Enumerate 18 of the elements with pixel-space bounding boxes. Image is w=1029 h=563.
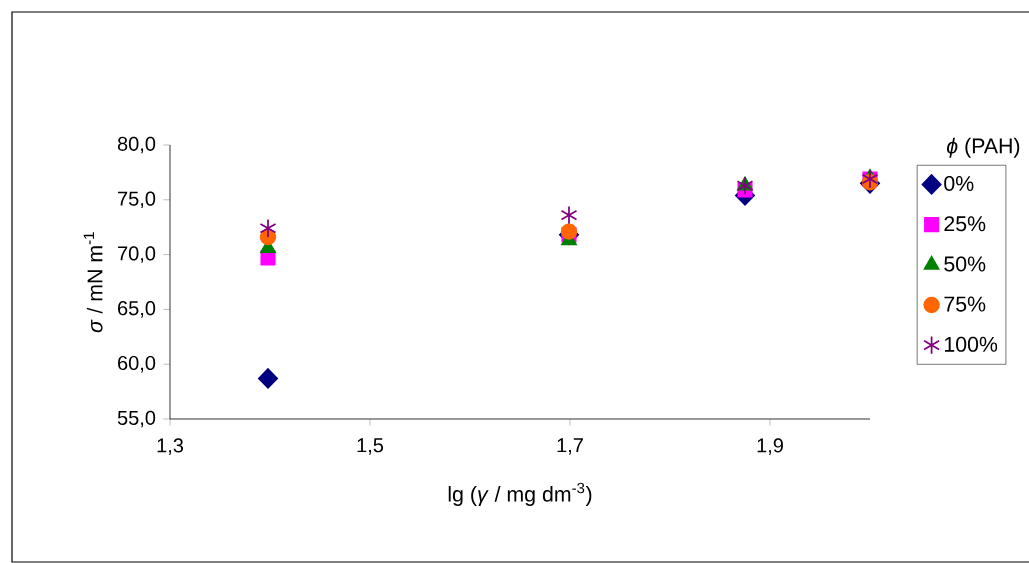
x-tick-label: 1,5: [357, 438, 384, 455]
legend-label: 100%: [945, 336, 998, 352]
y-axis-title: σ / mN m$^{-1}$: [83, 232, 103, 333]
x-tick-label: 1,3: [157, 438, 184, 455]
x-axis-title: lg (γ / mg dm$^{-3}$): [448, 482, 592, 506]
legend-title: ϕ (PAH): [946, 137, 1020, 158]
y-tick-label: 80,0: [117, 136, 156, 154]
x-tick-label: 1,7: [557, 438, 583, 455]
x-tick-label: 1,9: [757, 438, 783, 455]
legend-label: 75%: [944, 296, 986, 312]
legend-label: 0%: [944, 175, 974, 192]
y-tick-label: 60,0: [118, 355, 156, 373]
y-tick-label: 55,0: [117, 410, 156, 428]
y-tick-label: 65,0: [118, 301, 156, 318]
legend-label: 50%: [944, 256, 986, 272]
legend-label: 25%: [944, 216, 986, 232]
y-tick-label: 70,0: [118, 246, 156, 263]
y-tick-label: 75,0: [118, 191, 156, 209]
